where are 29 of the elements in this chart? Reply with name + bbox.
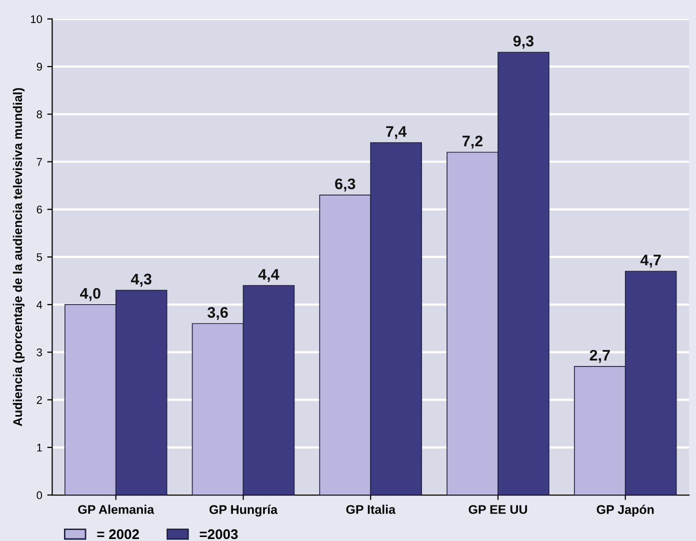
x-tick-label: GP Hungría	[210, 504, 278, 517]
data-label: 6,3	[335, 178, 356, 192]
data-label: 9,3	[513, 36, 534, 49]
legend-label: =2003	[200, 529, 238, 540]
data-label: 7,4	[386, 126, 407, 140]
data-label: 2,7	[590, 350, 610, 363]
data-label: 4,4	[258, 269, 280, 282]
y-tick-label: 4	[36, 300, 42, 309]
x-tick-label: GP EE UU	[468, 505, 527, 514]
legend-label: = 2002	[97, 529, 139, 540]
data-label: 3,6	[208, 307, 228, 320]
y-tick-label: 7	[36, 158, 42, 166]
y-tick-label: 8	[36, 110, 42, 118]
y-tick-label: 9	[36, 62, 42, 71]
data-label: 4,0	[80, 288, 100, 301]
data-label: 7,2	[462, 136, 483, 149]
x-tick-label: GP Alemania	[78, 504, 154, 514]
y-tick-label: 10	[30, 15, 42, 24]
y-axis-title: Audiencia (porcentaje de la audiencia televisiva mundial)	[12, 88, 25, 426]
data-label: 4,7	[640, 254, 661, 268]
data-label: 4,3	[130, 274, 152, 287]
y-tick-label: 0	[36, 491, 42, 500]
x-tick-label: GP Italia	[346, 504, 396, 514]
y-tick-label: 6	[36, 206, 42, 214]
y-tick-label: 5	[36, 253, 42, 262]
x-tick-label: GP Japón	[596, 504, 654, 516]
y-tick-label: 1	[37, 444, 42, 452]
y-tick-label: 2	[36, 396, 42, 404]
y-tick-label: 3	[36, 348, 42, 356]
